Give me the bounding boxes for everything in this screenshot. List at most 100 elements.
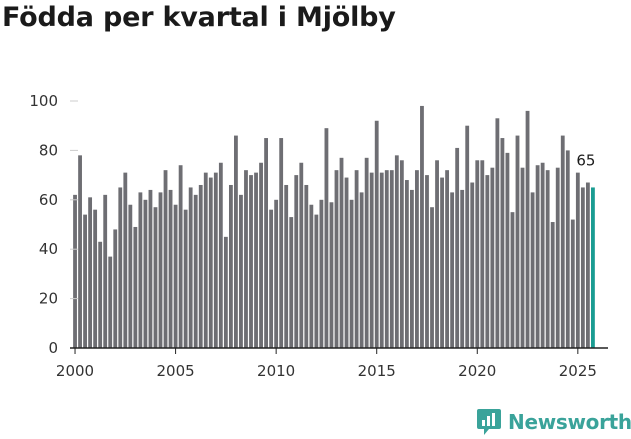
y-tick-label: 60: [39, 191, 58, 209]
bar: [93, 209, 98, 348]
bar: [410, 189, 414, 348]
bar: [294, 175, 299, 348]
newsworthy-brand[interactable]: Newsworthy: [476, 408, 631, 436]
bar: [344, 177, 349, 348]
bar: [274, 199, 279, 348]
bar: [465, 125, 470, 348]
bars: [73, 105, 595, 348]
bar: [118, 187, 123, 348]
bar: [234, 135, 238, 348]
bar: [560, 135, 565, 348]
bar: [359, 192, 364, 348]
bar: [163, 170, 168, 348]
bar: [575, 172, 580, 348]
bar: [269, 209, 274, 348]
bar: [103, 194, 108, 348]
x-tick-label: 2015: [358, 362, 396, 380]
bar: [430, 207, 434, 348]
bar: [113, 229, 118, 348]
bar: [208, 177, 213, 348]
bar: [485, 175, 490, 348]
bar: [374, 120, 379, 348]
bar: [565, 150, 570, 348]
bar: [289, 217, 294, 348]
bar: [138, 192, 143, 348]
bar: [108, 256, 113, 348]
y-axis: 0 20 40 60 80 100: [29, 92, 78, 357]
bar: [510, 212, 515, 348]
last-value-label: 65: [576, 151, 595, 169]
bar: [88, 197, 93, 348]
bar: [299, 162, 304, 348]
bar: [480, 160, 485, 348]
bar: [415, 170, 419, 348]
bar: [73, 194, 77, 348]
bar: [505, 152, 510, 348]
bar: [198, 184, 203, 348]
bar: [78, 155, 82, 348]
bar: [379, 172, 384, 348]
bar: [490, 167, 495, 348]
bar: [239, 194, 243, 348]
bar: [123, 172, 128, 348]
bar: [153, 207, 158, 348]
bar: [545, 170, 550, 348]
bar: [284, 184, 289, 348]
bar: [475, 160, 480, 348]
bar: [460, 189, 465, 348]
bar: [450, 192, 455, 348]
bar: [183, 209, 188, 348]
bar: [354, 170, 359, 348]
bar: [495, 118, 500, 348]
bar: [515, 135, 520, 348]
bar: [188, 187, 193, 348]
bar: [440, 177, 444, 348]
bar: [455, 147, 460, 348]
bar: [83, 214, 87, 348]
bar: [389, 170, 394, 348]
bar: [173, 204, 178, 348]
bar: [279, 138, 284, 348]
bar: [249, 175, 253, 348]
bar: [178, 165, 183, 348]
bar: [425, 175, 429, 348]
bar: [555, 167, 560, 348]
bar: [319, 199, 324, 348]
x-tick-label: 2025: [559, 362, 597, 380]
bar: [264, 138, 268, 348]
chart-title: Födda per kvartal i Mjölby: [2, 2, 396, 33]
bar: [500, 138, 505, 348]
bar: [384, 170, 389, 348]
bar: [324, 128, 329, 348]
bar: [158, 192, 163, 348]
bar: [168, 189, 173, 348]
bar: [218, 162, 223, 348]
brand-name: Newsworthy: [508, 410, 631, 434]
bar: [133, 226, 138, 348]
bar: [339, 157, 344, 348]
bar: [329, 202, 334, 348]
bar: [394, 155, 399, 348]
bar: [445, 170, 450, 348]
bar: [304, 184, 309, 348]
bar: [314, 214, 319, 348]
bar: [309, 204, 314, 348]
bar: [259, 162, 263, 348]
bar: [148, 189, 153, 348]
bar: [369, 172, 374, 348]
x-tick-label: 2020: [458, 362, 496, 380]
bar: [143, 199, 148, 348]
bar: [535, 165, 540, 348]
bar: [585, 182, 590, 348]
bar: [580, 187, 585, 348]
bar: [203, 172, 208, 348]
bar: [520, 167, 525, 348]
newsworthy-logo-icon: [477, 409, 501, 435]
bar: [244, 170, 248, 348]
bar: [420, 105, 424, 348]
bar: [404, 180, 409, 348]
bar: [128, 204, 133, 348]
x-tick-label: 2005: [156, 362, 194, 380]
bar: [364, 157, 369, 348]
